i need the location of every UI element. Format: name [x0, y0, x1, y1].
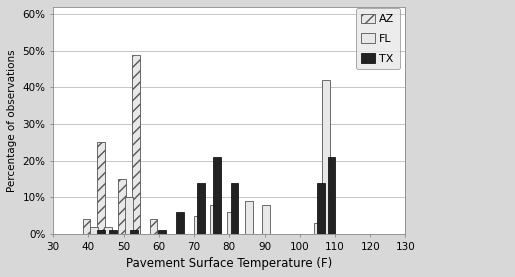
Bar [314, 223, 321, 234]
Bar [317, 183, 325, 234]
Bar [130, 230, 138, 234]
Bar [83, 219, 91, 234]
Bar [97, 230, 105, 234]
Bar [132, 55, 140, 234]
Bar [322, 80, 330, 234]
Bar [227, 212, 235, 234]
Bar [104, 227, 112, 234]
Bar [118, 179, 126, 234]
Bar [194, 216, 201, 234]
Legend: AZ, FL, TX: AZ, FL, TX [356, 8, 400, 69]
Y-axis label: Percentage of observations: Percentage of observations [7, 49, 17, 192]
Bar [213, 157, 221, 234]
Bar [97, 142, 105, 234]
Bar [263, 205, 270, 234]
Bar [176, 212, 184, 234]
Bar [90, 227, 97, 234]
Bar [150, 219, 158, 234]
Bar [109, 230, 117, 234]
Bar [245, 201, 252, 234]
Bar [197, 183, 205, 234]
Bar [125, 197, 133, 234]
Bar [328, 157, 335, 234]
X-axis label: Pavement Surface Temperature (F): Pavement Surface Temperature (F) [126, 257, 333, 270]
Bar [231, 183, 238, 234]
Bar [159, 230, 166, 234]
Bar [210, 205, 217, 234]
